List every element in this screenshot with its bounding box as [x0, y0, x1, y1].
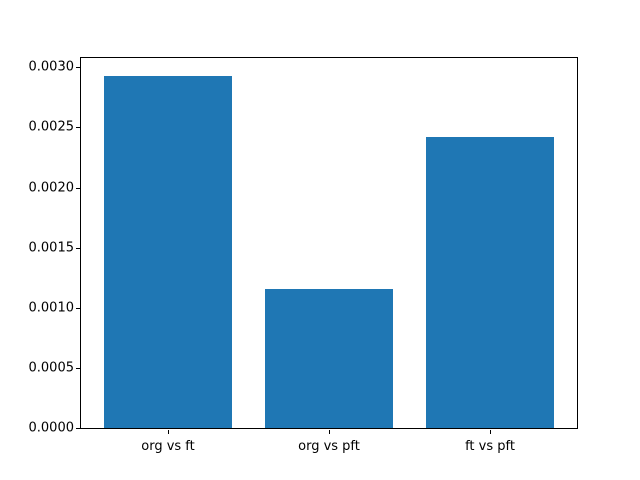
- x-tick-mark: [168, 430, 169, 434]
- x-tick-mark: [329, 430, 330, 434]
- y-tick-mark: [76, 127, 80, 129]
- x-tick-label: org vs pft: [298, 439, 360, 454]
- bar-ft-vs-pft: [425, 137, 555, 428]
- y-tick-mark: [76, 247, 80, 249]
- y-tick-label: 0.0010: [28, 300, 75, 316]
- y-tick-label: 0.0000: [28, 420, 75, 436]
- x-tick-mark: [490, 430, 491, 434]
- y-tick-label: 0.0025: [28, 119, 75, 135]
- x-tick-label: org vs ft: [141, 439, 195, 454]
- x-tick-label: ft vs pft: [465, 439, 515, 454]
- bar-org-vs-ft: [103, 75, 233, 428]
- plot-area: org vs ft org vs pft ft vs pft 0.0000 0.0005…: [29, 57, 578, 454]
- y-tick-label: 0.0030: [28, 59, 75, 75]
- y-tick-mark: [76, 428, 80, 429]
- y-tick-mark: [76, 67, 80, 69]
- y-tick-label: 0.0005: [28, 360, 75, 376]
- y-tick-mark: [76, 367, 80, 369]
- y-tick-label: 0.0020: [28, 180, 75, 195]
- y-tick-mark: [76, 307, 80, 309]
- bar-org-vs-pft: [264, 288, 394, 428]
- y-tick-mark: [76, 187, 80, 189]
- y-tick-label: 0.0015: [28, 240, 75, 256]
